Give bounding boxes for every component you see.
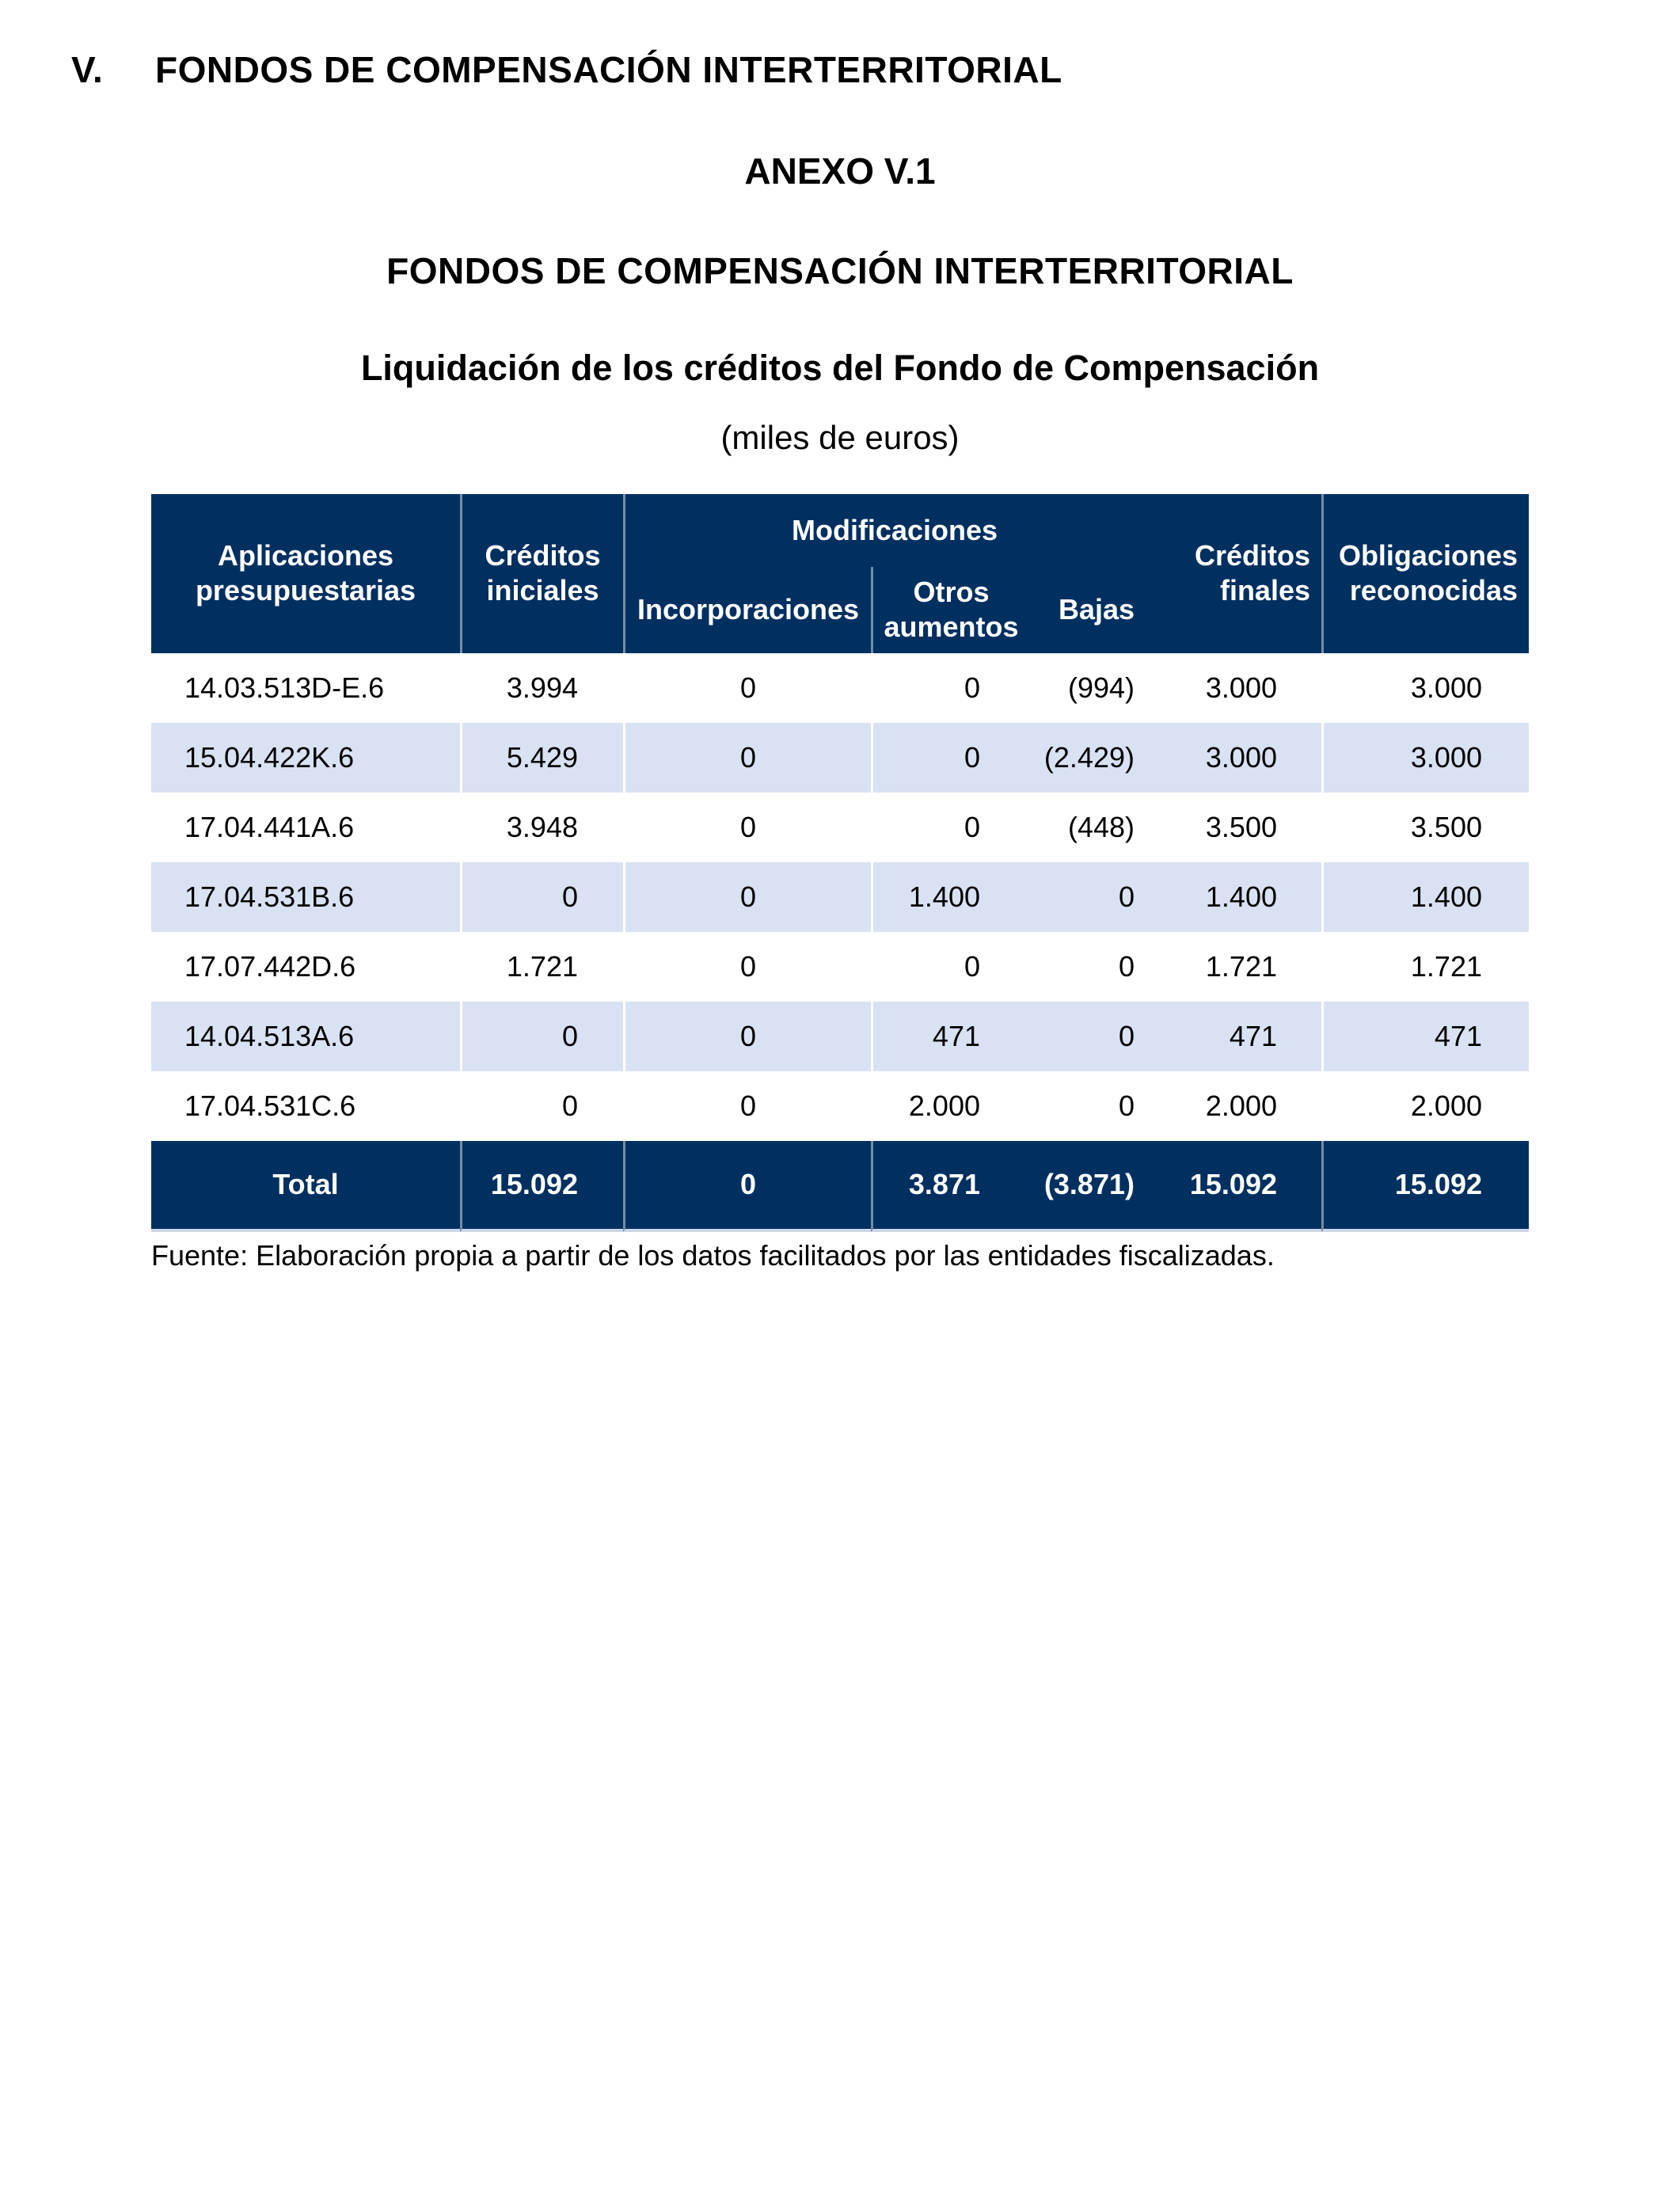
cell-incorporaciones: 0 <box>623 792 871 862</box>
section-heading: V. FONDOS DE COMPENSACIÓN INTERTERRITORI… <box>71 49 1680 91</box>
cell-bajas: 0 <box>1029 1070 1164 1141</box>
table-title: Liquidación de los créditos del Fondo de… <box>360 347 1320 388</box>
table-body: 14.03.513D-E.6 3.994 0 0 (994) 3.000 3.0… <box>151 652 1529 1141</box>
cell-aplicacion: 17.07.442D.6 <box>151 931 460 1002</box>
cell-aplicacion: 17.04.441A.6 <box>151 792 460 862</box>
cell-obligaciones: 1.400 <box>1321 861 1529 932</box>
cell-bajas: 0 <box>1029 861 1164 932</box>
cell-incorporaciones: 0 <box>623 652 871 723</box>
cell-obligaciones: 3.000 <box>1321 652 1529 723</box>
cell-incorporaciones: 0 <box>623 1070 871 1141</box>
total-creditos-iniciales: 15.092 <box>460 1140 623 1232</box>
cell-aplicacion: 14.04.513A.6 <box>151 1001 460 1071</box>
table-row: 14.04.513A.6 0 0 471 0 471 471 <box>151 1001 1529 1071</box>
cell-creditos-iniciales: 5.429 <box>460 722 623 793</box>
cell-obligaciones: 1.721 <box>1321 931 1529 1002</box>
cell-bajas: (994) <box>1029 652 1164 723</box>
cell-creditos-finales: 471 <box>1164 1001 1321 1071</box>
header-group-modificaciones: Modificaciones <box>623 493 1164 567</box>
cell-otros-aumentos: 1.400 <box>871 861 1029 932</box>
cell-creditos-iniciales: 1.721 <box>460 931 623 1002</box>
cell-creditos-finales: 1.721 <box>1164 931 1321 1002</box>
total-obligaciones: 15.092 <box>1321 1140 1529 1232</box>
cell-creditos-finales: 3.500 <box>1164 792 1321 862</box>
cell-incorporaciones: 0 <box>623 931 871 1002</box>
total-otros-aumentos: 3.871 <box>871 1140 1029 1232</box>
cell-aplicacion: 17.04.531B.6 <box>151 861 460 932</box>
header-creditos-finales: Créditos finales <box>1164 493 1321 653</box>
cell-creditos-iniciales: 3.948 <box>460 792 623 862</box>
table-header: Aplicaciones presupuestarias Créditos in… <box>151 493 1529 653</box>
cell-otros-aumentos: 471 <box>871 1001 1029 1071</box>
cell-otros-aumentos: 0 <box>871 792 1029 862</box>
source-note: Fuente: Elaboración propia a partir de l… <box>151 1238 1275 1272</box>
annex-title: FONDOS DE COMPENSACIÓN INTERTERRITORIAL <box>386 249 1294 291</box>
total-incorporaciones: 0 <box>623 1140 871 1232</box>
table-row: 17.04.531B.6 0 0 1.400 0 1.400 1.400 <box>151 861 1529 932</box>
cell-bajas: (448) <box>1029 792 1164 862</box>
cell-creditos-finales: 1.400 <box>1164 861 1321 932</box>
table-units-note: (miles de euros) <box>720 418 960 456</box>
header-incorporaciones: Incorporaciones <box>623 566 871 653</box>
cell-obligaciones: 3.000 <box>1321 722 1529 793</box>
table-row: 17.04.531C.6 0 0 2.000 0 2.000 2.000 <box>151 1070 1529 1141</box>
table-row: 15.04.422K.6 5.429 0 0 (2.429) 3.000 3.0… <box>151 722 1529 793</box>
cell-incorporaciones: 0 <box>623 1001 871 1071</box>
table-row: 14.03.513D-E.6 3.994 0 0 (994) 3.000 3.0… <box>151 652 1529 723</box>
table-header-row-sub: Incorporaciones Otros aumentos Bajas <box>151 566 1529 653</box>
cell-otros-aumentos: 0 <box>871 931 1029 1002</box>
section-number: V. <box>71 49 104 90</box>
header-obligaciones-reconocidas: Obligaciones reconocidas <box>1321 493 1529 653</box>
cell-incorporaciones: 0 <box>623 861 871 932</box>
annex-label: ANEXO V.1 <box>744 150 936 192</box>
cell-creditos-iniciales: 3.994 <box>460 652 623 723</box>
table-footer: Total 15.092 0 3.871 (3.871) 15.092 15.0… <box>151 1140 1529 1232</box>
total-bajas: (3.871) <box>1029 1140 1164 1232</box>
header-creditos-iniciales: Créditos iniciales <box>460 493 623 653</box>
total-row: Total 15.092 0 3.871 (3.871) 15.092 15.0… <box>151 1140 1529 1232</box>
cell-creditos-iniciales: 0 <box>460 1001 623 1071</box>
section-title: FONDOS DE COMPENSACIÓN INTERTERRITORIAL <box>155 49 1062 90</box>
cell-bajas: 0 <box>1029 1001 1164 1071</box>
cell-creditos-iniciales: 0 <box>460 1070 623 1141</box>
cell-otros-aumentos: 2.000 <box>871 1070 1029 1141</box>
header-otros-aumentos: Otros aumentos <box>871 566 1029 653</box>
total-creditos-finales: 15.092 <box>1164 1140 1321 1232</box>
cell-obligaciones: 3.500 <box>1321 792 1529 862</box>
total-label: Total <box>151 1140 460 1232</box>
cell-incorporaciones: 0 <box>623 722 871 793</box>
table-header-row-top: Aplicaciones presupuestarias Créditos in… <box>151 493 1529 653</box>
cell-obligaciones: 471 <box>1321 1001 1529 1071</box>
cell-creditos-finales: 3.000 <box>1164 722 1321 793</box>
cell-creditos-iniciales: 0 <box>460 861 623 932</box>
cell-bajas: (2.429) <box>1029 722 1164 793</box>
cell-aplicacion: 14.03.513D-E.6 <box>151 652 460 723</box>
header-bajas: Bajas <box>1029 566 1164 653</box>
cell-otros-aumentos: 0 <box>871 722 1029 793</box>
cell-creditos-finales: 3.000 <box>1164 652 1321 723</box>
cell-aplicacion: 17.04.531C.6 <box>151 1070 460 1141</box>
cell-otros-aumentos: 0 <box>871 652 1029 723</box>
cell-creditos-finales: 2.000 <box>1164 1070 1321 1141</box>
table-row: 17.04.441A.6 3.948 0 0 (448) 3.500 3.500 <box>151 792 1529 862</box>
table-row: 17.07.442D.6 1.721 0 0 0 1.721 1.721 <box>151 931 1529 1002</box>
header-aplicaciones: Aplicaciones presupuestarias <box>151 493 460 653</box>
cell-aplicacion: 15.04.422K.6 <box>151 722 460 793</box>
cell-obligaciones: 2.000 <box>1321 1070 1529 1141</box>
liquidacion-table: Aplicaciones presupuestarias Créditos in… <box>151 493 1529 1232</box>
cell-bajas: 0 <box>1029 931 1164 1002</box>
